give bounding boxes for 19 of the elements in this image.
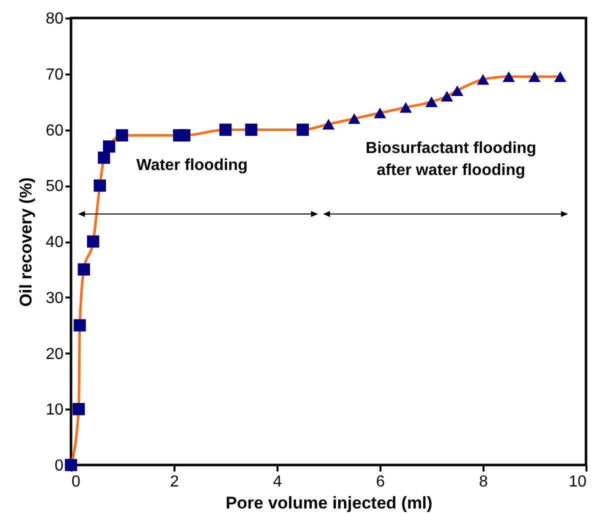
x-tick-label: 10 xyxy=(568,474,587,490)
annotation: Water flooding xyxy=(136,157,248,174)
y-tick-label: 70 xyxy=(46,66,64,84)
y-tick-label: 10 xyxy=(46,402,64,419)
y-tick-label: 50 xyxy=(46,178,64,196)
y-tick-label: 80 xyxy=(46,10,64,28)
y-tick-label: 30 xyxy=(46,290,64,307)
x-tick-label: 6 xyxy=(376,474,386,490)
annotation: Biosurfactant flooding after water flooding xyxy=(366,140,536,179)
y-axis-title: Oil recovery (%) xyxy=(16,177,36,307)
x-tick-label: 4 xyxy=(273,474,282,490)
x-tick-label: 2 xyxy=(170,474,180,490)
x-tick-label: 0 xyxy=(72,474,80,490)
y-tick-label: 20 xyxy=(46,346,64,363)
x-axis-title: Pore volume injected (ml) xyxy=(226,494,432,512)
x-tick-label: 8 xyxy=(479,474,488,490)
y-tick-label: 60 xyxy=(46,122,64,140)
y-tick-label: 0 xyxy=(54,458,64,474)
y-tick-label: 40 xyxy=(46,234,64,251)
